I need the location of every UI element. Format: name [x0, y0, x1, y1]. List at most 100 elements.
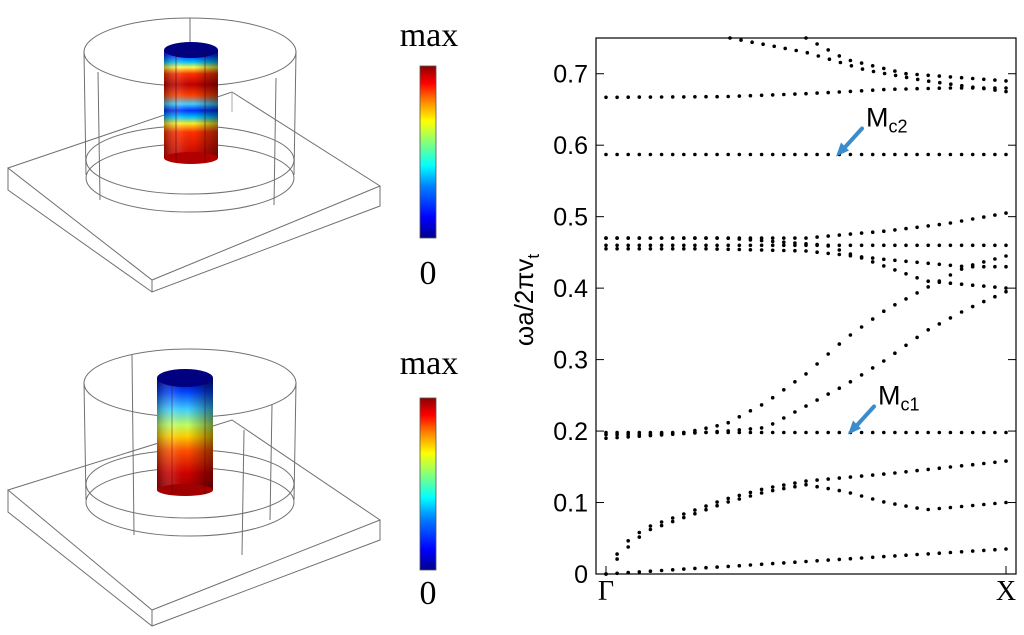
data-point [615, 571, 619, 576]
data-point [960, 83, 964, 88]
data-point [926, 328, 930, 332]
data-point [859, 89, 864, 93]
data-point [670, 568, 675, 572]
data-point [915, 468, 919, 473]
data-point [659, 95, 664, 99]
data-point [1004, 459, 1008, 463]
data-point [948, 550, 953, 555]
data-point [704, 94, 708, 99]
data-point [915, 152, 919, 157]
data-point [859, 256, 864, 260]
data-point [948, 75, 953, 79]
data-point [870, 260, 875, 264]
data-point [759, 491, 764, 495]
data-point [849, 64, 854, 68]
data-point [926, 243, 930, 248]
data-point [626, 539, 630, 543]
air-domain-side [273, 77, 277, 206]
data-point [659, 243, 664, 248]
data-point [837, 488, 842, 493]
data-point [693, 511, 697, 516]
data-point [804, 479, 808, 483]
data-point [682, 430, 686, 435]
data-point [848, 89, 853, 94]
data-point [704, 152, 708, 157]
data-point [826, 352, 830, 356]
data-point [926, 73, 930, 78]
data-point [1004, 289, 1008, 294]
data-point [826, 244, 830, 248]
colorbar-gradient [419, 65, 437, 239]
data-point [937, 74, 942, 78]
data-point [604, 247, 608, 251]
data-point [937, 430, 942, 435]
data-point [893, 430, 897, 435]
data-point [726, 236, 730, 240]
data-point [848, 232, 853, 236]
data-point [726, 500, 730, 504]
data-point [1004, 86, 1008, 90]
data-point [859, 373, 864, 377]
data-point [982, 77, 986, 82]
data-point [816, 54, 821, 58]
data-point [604, 572, 608, 576]
data-point [882, 66, 886, 71]
data-point [826, 477, 830, 481]
data-point [770, 243, 775, 248]
data-point [893, 471, 897, 475]
data-point [770, 248, 775, 253]
data-point [737, 152, 742, 157]
data-point [782, 416, 786, 420]
data-point [726, 430, 730, 435]
data-point [1004, 243, 1008, 248]
data-point [848, 380, 853, 384]
data-point [993, 430, 997, 435]
data-point [715, 430, 719, 435]
data-point [726, 247, 730, 252]
dispersion-points [604, 36, 1008, 576]
data-point [959, 282, 964, 287]
data-point [815, 398, 819, 402]
data-point [704, 565, 708, 570]
data-point [782, 486, 786, 491]
data-point [971, 85, 975, 89]
data-point [670, 519, 675, 524]
data-point [837, 90, 842, 94]
data-point [926, 552, 930, 556]
data-point [670, 236, 675, 240]
data-point [982, 215, 986, 219]
data-point [737, 493, 742, 498]
data-point [915, 506, 919, 510]
data-point [860, 67, 865, 71]
data-point [882, 309, 886, 314]
data-point [837, 248, 842, 252]
y-tick-label: 0.3 [553, 347, 588, 375]
data-point [637, 243, 642, 248]
data-point [748, 563, 753, 567]
data-point [693, 430, 697, 435]
data-point [915, 430, 919, 435]
data-point [770, 485, 775, 489]
data-point [804, 404, 808, 408]
data-point [626, 152, 630, 157]
data-point [648, 95, 653, 99]
data-point [793, 152, 797, 157]
data-point [604, 95, 608, 100]
data-point [915, 552, 919, 557]
data-point [759, 243, 764, 248]
data-point [904, 272, 908, 276]
data-point [604, 236, 608, 240]
data-point [982, 260, 986, 264]
data-point [859, 243, 864, 248]
data-point [770, 152, 775, 157]
data-point [1004, 547, 1008, 551]
data-point [959, 267, 964, 271]
data-point [804, 559, 808, 564]
data-point [670, 516, 675, 520]
data-point [626, 570, 630, 575]
data-point [948, 465, 953, 469]
data-point [826, 251, 830, 256]
data-point [993, 88, 997, 92]
data-point [826, 152, 830, 157]
data-point [993, 547, 997, 552]
